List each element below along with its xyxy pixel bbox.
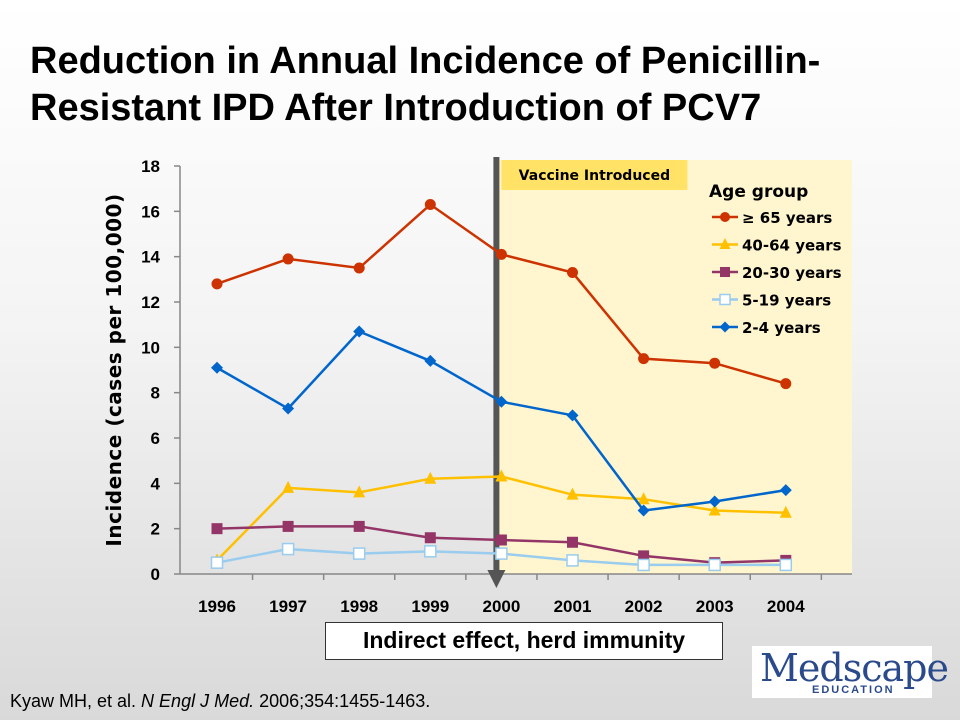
series-1-point	[637, 492, 650, 505]
legend-label-1: 40-64 years	[742, 237, 842, 255]
y-axis-title: Incidence (cases per 100,000)	[102, 193, 126, 546]
logo-subtitle: EDUCATION	[812, 684, 895, 696]
series-0-point	[424, 199, 436, 211]
legend-title: Age group	[709, 182, 808, 202]
legend-swatch-marker-4	[719, 321, 731, 333]
medscape-logo: Medscape EDUCATION	[752, 646, 949, 698]
y-tick-label: 2	[151, 520, 160, 539]
citation-details: 2006;354:1455-1463.	[254, 691, 431, 711]
series-0-point	[353, 262, 365, 274]
citation: Kyaw MH, et al. N Engl J Med. 2006;354:1…	[10, 691, 430, 712]
series-1-point	[495, 469, 508, 482]
series-4-point	[353, 325, 366, 338]
x-tick-label: 2000	[482, 597, 520, 616]
series-3-point	[352, 547, 366, 560]
series-3-point	[637, 558, 650, 572]
series-3-point	[210, 556, 224, 569]
series-4-point	[424, 354, 437, 367]
x-tick-label: 2001	[554, 597, 592, 616]
y-tick-label: 0	[151, 565, 160, 584]
series-4-point	[566, 409, 579, 422]
series-2-point	[353, 520, 365, 532]
series-1-point	[353, 485, 366, 498]
series-0-point	[211, 278, 223, 290]
series-1-point	[708, 503, 721, 516]
x-tick-label: 2003	[696, 597, 734, 616]
herd-immunity-callout: Indirect effect, herd immunity	[325, 622, 723, 660]
y-tick-label: 4	[151, 474, 161, 493]
y-tick-label: 10	[141, 338, 160, 357]
series-4-point	[637, 504, 650, 517]
logo-wordmark: Medscape	[760, 646, 949, 690]
series-3-point	[281, 542, 295, 556]
citation-journal: N Engl J Med.	[141, 691, 255, 711]
series-0-point	[780, 378, 792, 390]
series-0-point	[282, 253, 294, 265]
y-tick-label: 16	[141, 202, 160, 221]
series-2-point	[211, 523, 223, 535]
x-tick-label: 1996	[198, 597, 236, 616]
series-1-point	[424, 471, 437, 484]
legend-swatch-marker-2	[720, 267, 730, 277]
series-4-point	[211, 361, 223, 374]
series-4-point	[495, 395, 508, 408]
y-tick-label: 18	[141, 157, 160, 176]
series-3-point	[566, 554, 579, 567]
x-tick-label: 1999	[411, 597, 449, 616]
citation-authors: Kyaw MH, et al.	[10, 691, 142, 711]
legend-swatch-marker-0	[720, 212, 730, 222]
series-3-point	[424, 545, 437, 558]
series-1-point	[779, 505, 792, 518]
y-tick-label: 8	[151, 384, 160, 403]
slide-title: Reduction in Annual Incidence of Penicil…	[30, 38, 940, 132]
y-tick-label: 14	[141, 248, 160, 267]
y-tick-label: 12	[141, 293, 160, 312]
series-4-point	[282, 402, 295, 415]
legend-label-4: 2-4 years	[742, 319, 821, 337]
legend-label-2: 20-30 years	[742, 264, 842, 282]
series-3-point	[779, 558, 793, 572]
series-3-point	[495, 547, 508, 560]
vaccine-banner-label: Vaccine Introduced	[519, 168, 670, 184]
series-0-point	[495, 248, 507, 260]
series-0-point	[567, 267, 578, 279]
vaccine-intro-line	[493, 157, 500, 570]
legend-swatch-marker-1	[719, 238, 731, 249]
legend-label-0: ≥ 65 years	[742, 209, 832, 227]
series-2-point	[495, 534, 507, 546]
vaccine-banner	[501, 160, 688, 190]
series-4-point	[708, 495, 721, 508]
series-2-point	[424, 532, 436, 544]
x-tick-label: 1998	[340, 597, 378, 616]
series-1-point	[566, 487, 579, 500]
series-1-point	[282, 480, 295, 493]
series-2-point	[567, 536, 578, 548]
y-tick-label: 6	[151, 429, 160, 448]
x-tick-label: 2004	[767, 597, 805, 616]
legend-swatch-marker-3	[719, 293, 731, 306]
slide-title-line-2: Resistant IPD After Introduction of PCV7	[30, 87, 762, 129]
vaccine-intro-arrowhead	[487, 570, 506, 588]
legend-label-3: 5-19 years	[742, 292, 831, 310]
series-0-point	[638, 353, 650, 365]
series-4-point	[779, 484, 792, 497]
series-0-point	[709, 357, 721, 369]
series-2-point	[282, 520, 294, 532]
series-3-point	[708, 558, 721, 572]
series-2-point	[638, 550, 650, 562]
slide-title-line-1: Reduction in Annual Incidence of Penicil…	[30, 40, 821, 82]
x-tick-label: 1997	[269, 597, 307, 616]
x-tick-label: 2002	[625, 597, 663, 616]
